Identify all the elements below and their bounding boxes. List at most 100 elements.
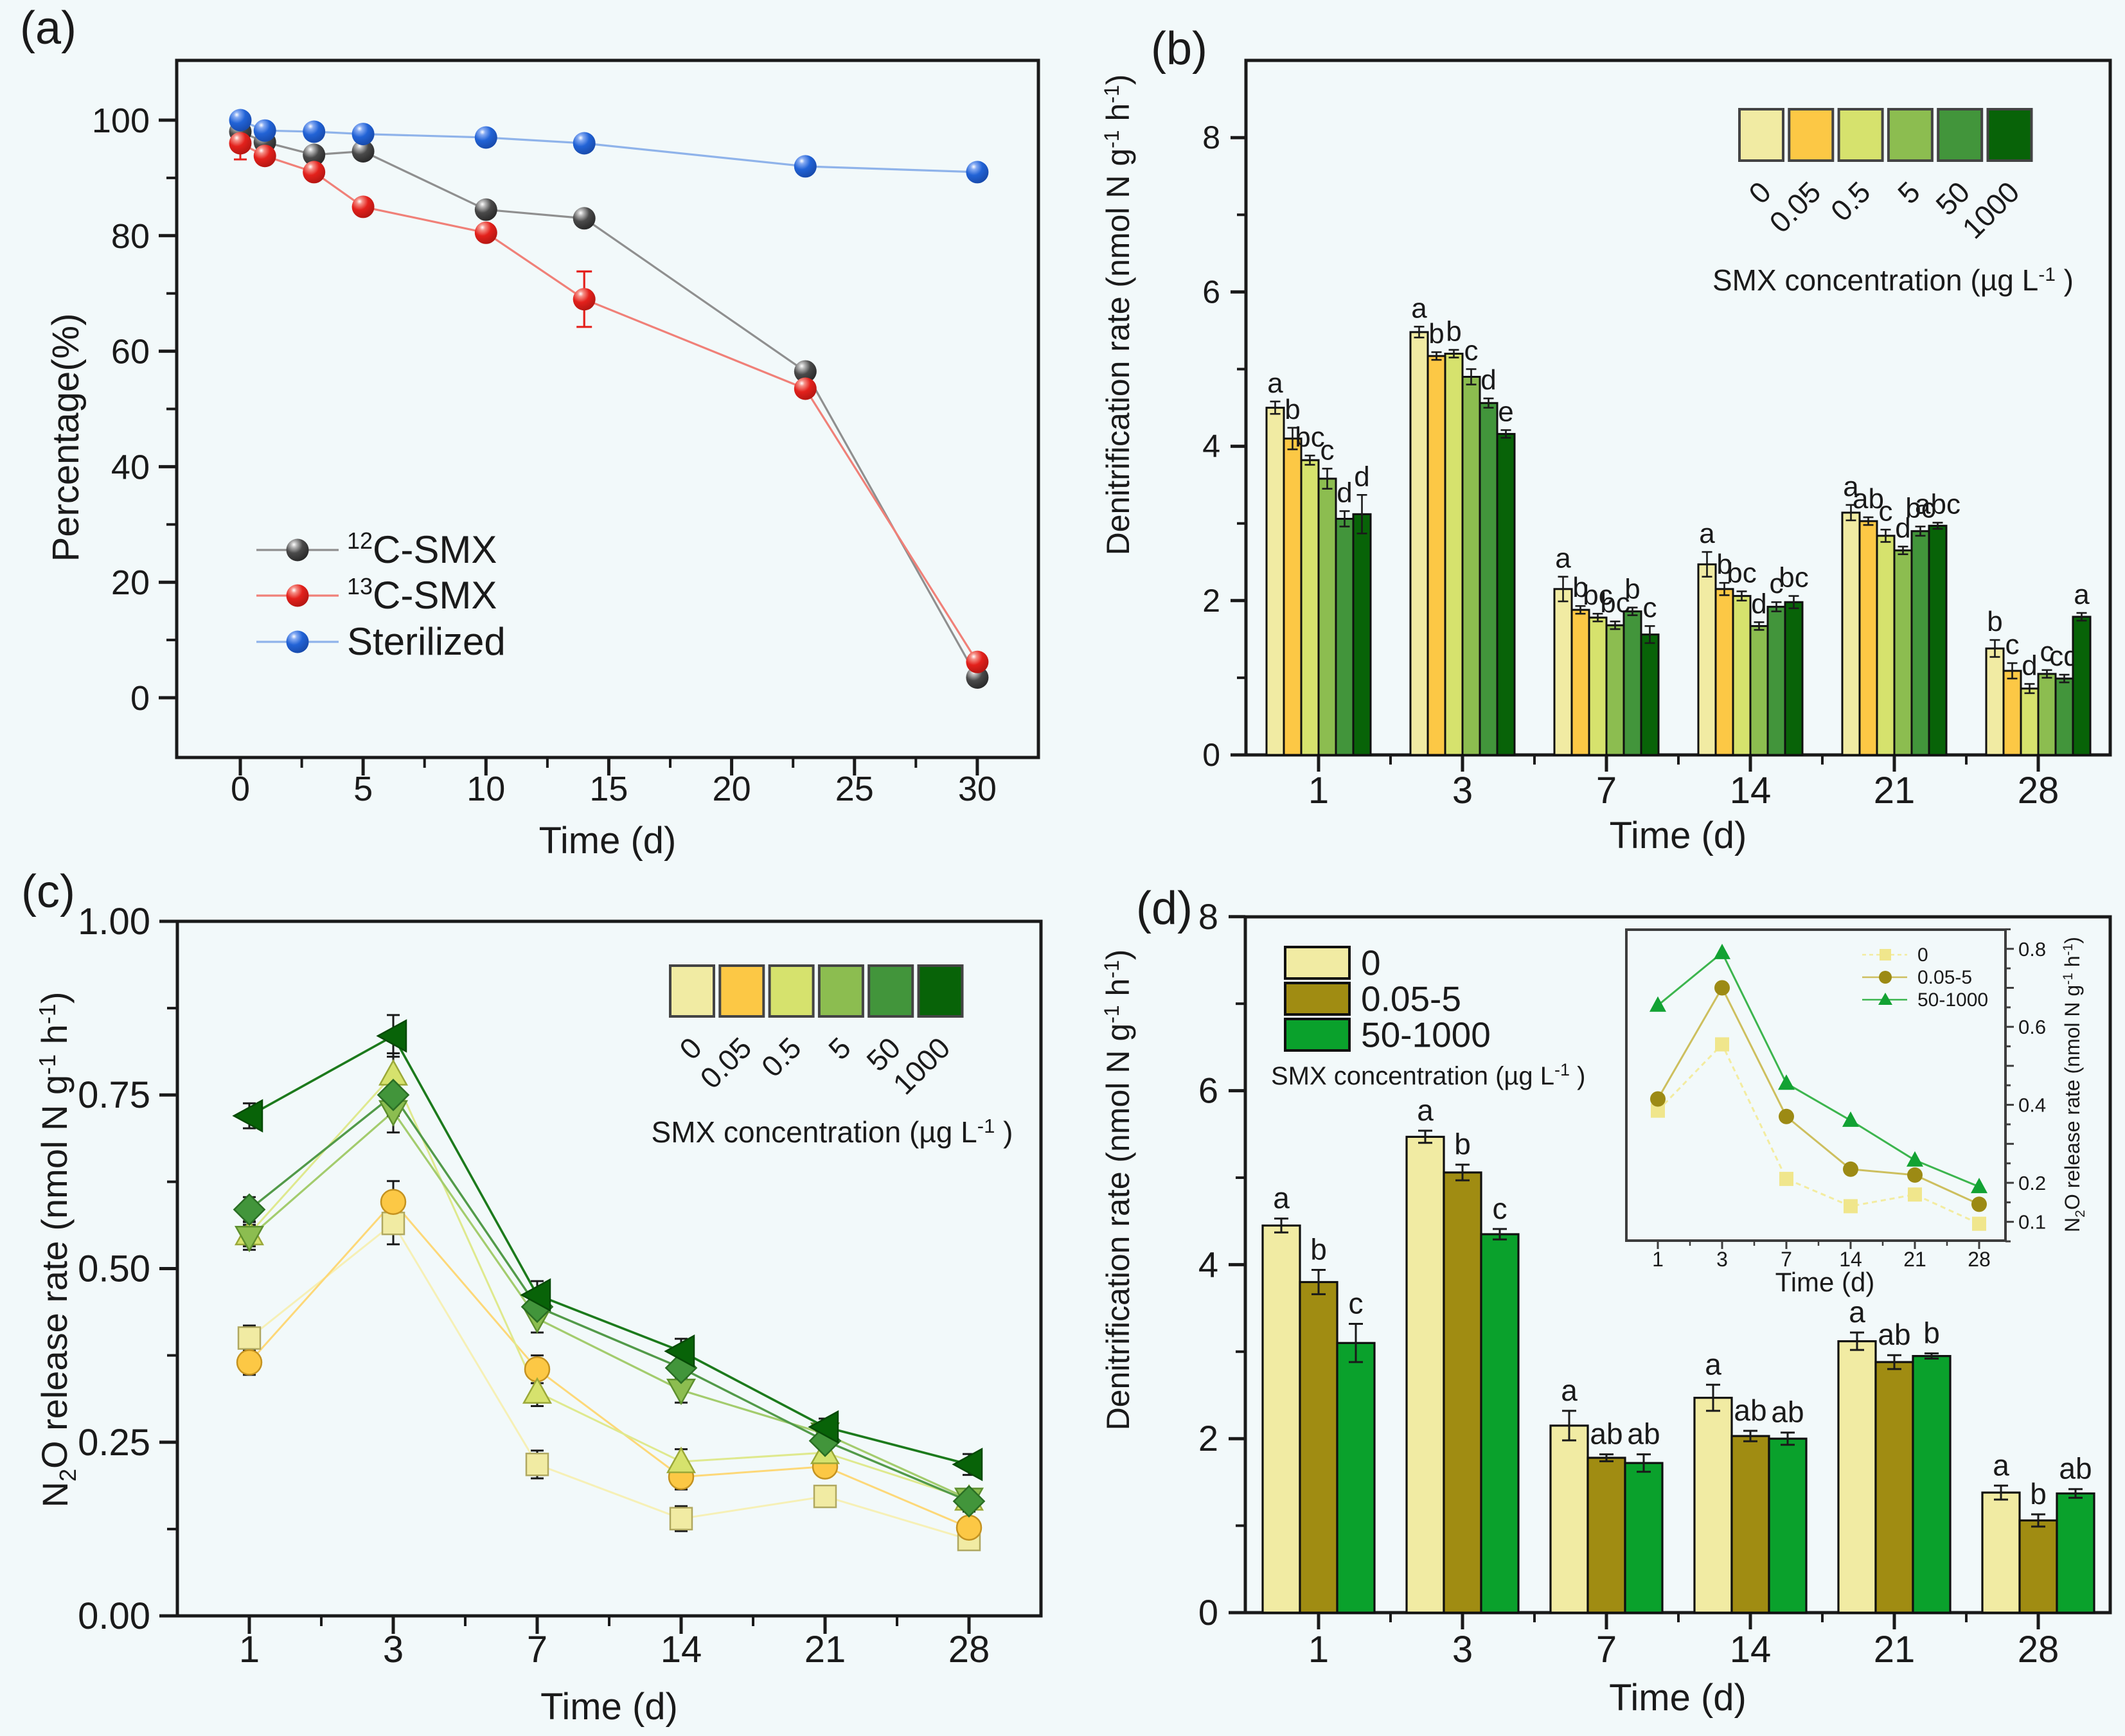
svg-text:ab: ab <box>2059 1452 2092 1485</box>
svg-text:d: d <box>1751 588 1766 619</box>
svg-text:a: a <box>1267 368 1283 399</box>
svg-text:28: 28 <box>1968 1248 1991 1271</box>
svg-text:ab: ab <box>1590 1417 1623 1451</box>
svg-text:7: 7 <box>527 1629 547 1670</box>
svg-text:3: 3 <box>383 1629 404 1670</box>
svg-text:Denitrification rate (nmol N g: Denitrification rate (nmol N g-1 h-1) <box>1100 950 1136 1431</box>
svg-text:b: b <box>1446 316 1461 348</box>
svg-text:c: c <box>1879 495 1893 527</box>
svg-text:25: 25 <box>835 770 874 808</box>
svg-text:b: b <box>1987 606 2002 637</box>
svg-text:(a): (a) <box>20 3 76 54</box>
svg-text:Time (d): Time (d) <box>539 820 677 862</box>
svg-text:abc: abc <box>1915 489 1961 520</box>
svg-text:c: c <box>1464 335 1479 367</box>
svg-text:ab: ab <box>1627 1417 1660 1451</box>
svg-text:c: c <box>1320 434 1335 466</box>
svg-text:d: d <box>2022 650 2037 682</box>
svg-text:Percentage(%): Percentage(%) <box>45 314 87 562</box>
svg-text:b: b <box>1716 549 1732 580</box>
svg-text:0.50: 0.50 <box>78 1248 150 1290</box>
svg-text:12C-SMX: 12C-SMX <box>347 527 497 571</box>
svg-text:7: 7 <box>1781 1248 1792 1271</box>
svg-text:Time (d): Time (d) <box>1609 1677 1747 1719</box>
svg-text:Denitrification rate (nmol N g: Denitrification rate (nmol N g-1 h-1) <box>1100 75 1136 556</box>
svg-text:21: 21 <box>1874 1629 1916 1670</box>
svg-text:1: 1 <box>239 1629 260 1670</box>
svg-text:0.00: 0.00 <box>78 1595 150 1637</box>
svg-text:N2O release rate (nmol N g-1 h: N2O release rate (nmol N g-1 h-1) <box>34 991 81 1507</box>
svg-text:0.4: 0.4 <box>2018 1094 2046 1117</box>
svg-text:a: a <box>1417 1094 1434 1127</box>
svg-text:(b): (b) <box>1151 23 1207 75</box>
svg-text:b: b <box>1923 1316 1940 1350</box>
svg-text:21: 21 <box>1903 1248 1926 1271</box>
svg-text:0.75: 0.75 <box>78 1074 150 1116</box>
svg-text:a: a <box>1849 1295 1865 1329</box>
svg-text:b: b <box>2030 1477 2047 1510</box>
svg-text:Time (d): Time (d) <box>1775 1267 1875 1297</box>
svg-text:14: 14 <box>1839 1248 1862 1271</box>
svg-text:0.25: 0.25 <box>78 1422 150 1464</box>
svg-text:7: 7 <box>1596 1629 1617 1670</box>
svg-text:7: 7 <box>1596 770 1617 811</box>
svg-text:50-1000: 50-1000 <box>1361 1015 1491 1055</box>
svg-text:6: 6 <box>1198 1070 1218 1111</box>
svg-text:bc: bc <box>1905 493 1935 524</box>
svg-text:c: c <box>1493 1192 1507 1225</box>
svg-text:e: e <box>1498 396 1513 427</box>
svg-text:0.2: 0.2 <box>2018 1172 2046 1194</box>
svg-text:a: a <box>2074 579 2090 610</box>
svg-text:b: b <box>1428 318 1444 350</box>
svg-text:28: 28 <box>2018 1629 2059 1670</box>
svg-text:d: d <box>1480 364 1496 396</box>
svg-text:c: c <box>1643 592 1657 623</box>
svg-text:d: d <box>1895 513 1910 544</box>
svg-text:c: c <box>1349 1287 1364 1320</box>
svg-text:b: b <box>1624 574 1640 605</box>
svg-text:0: 0 <box>231 770 250 808</box>
svg-text:ab: ab <box>1853 483 1884 515</box>
svg-text:3: 3 <box>1716 1248 1728 1271</box>
svg-text:0.8: 0.8 <box>2018 938 2046 961</box>
svg-text:bc: bc <box>1727 557 1756 589</box>
svg-text:c: c <box>2040 636 2054 668</box>
svg-text:a: a <box>1273 1182 1290 1215</box>
svg-text:a: a <box>1561 1374 1578 1407</box>
svg-text:a: a <box>1993 1448 2009 1482</box>
svg-text:SMX concentration (µg L-1 ): SMX concentration (µg L-1 ) <box>1712 263 2074 297</box>
svg-text:50-1000: 50-1000 <box>1917 989 1988 1011</box>
svg-text:14: 14 <box>1730 1629 1772 1670</box>
svg-text:15: 15 <box>589 770 628 808</box>
svg-text:5: 5 <box>353 770 373 808</box>
svg-text:3: 3 <box>1452 1629 1473 1670</box>
svg-text:0.05-5: 0.05-5 <box>1361 979 1461 1019</box>
svg-text:ab: ab <box>1771 1395 1804 1429</box>
svg-text:N2O release rate (nmol N g-1 h: N2O release rate (nmol N g-1 h-1) <box>2061 937 2088 1232</box>
svg-text:a: a <box>1843 471 1859 502</box>
svg-text:8: 8 <box>1202 120 1220 155</box>
svg-text:d: d <box>1337 477 1352 509</box>
svg-text:Time (d): Time (d) <box>540 1686 678 1728</box>
svg-text:28: 28 <box>2018 770 2059 811</box>
svg-text:40: 40 <box>111 448 150 486</box>
svg-text:bc: bc <box>1295 421 1324 453</box>
svg-text:1.00: 1.00 <box>78 901 150 943</box>
svg-text:2: 2 <box>1202 583 1220 619</box>
svg-text:a: a <box>1411 292 1427 324</box>
svg-text:14: 14 <box>661 1629 702 1670</box>
svg-text:20: 20 <box>111 563 150 602</box>
svg-text:13C-SMX: 13C-SMX <box>347 573 497 617</box>
svg-text:ab: ab <box>1734 1394 1766 1427</box>
svg-text:b: b <box>1310 1233 1327 1266</box>
svg-text:0.6: 0.6 <box>2018 1016 2046 1038</box>
svg-text:bc: bc <box>1583 580 1612 611</box>
svg-text:20: 20 <box>713 770 751 808</box>
svg-text:SMX concentration (µg L-1 ): SMX concentration (µg L-1 ) <box>652 1115 1013 1149</box>
svg-text:60: 60 <box>111 333 150 371</box>
svg-text:28: 28 <box>948 1629 990 1670</box>
svg-text:4: 4 <box>1198 1244 1218 1284</box>
svg-text:0.05-5: 0.05-5 <box>1917 967 1972 988</box>
svg-text:b: b <box>1572 572 1588 603</box>
svg-text:1: 1 <box>1652 1248 1664 1271</box>
